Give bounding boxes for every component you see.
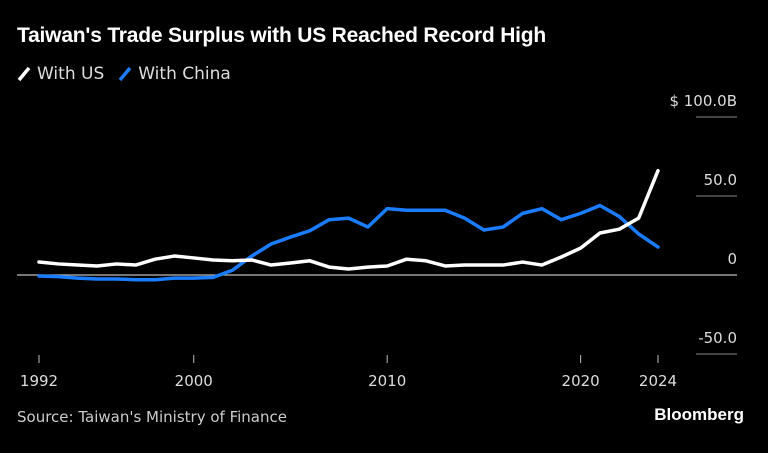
- series-line-china: [37, 203, 660, 282]
- legend-swatch-us: [17, 66, 31, 82]
- legend-label-china: With China: [138, 64, 231, 84]
- legend-label-us: With US: [37, 64, 105, 84]
- legend: With US With China: [17, 64, 231, 84]
- legend-item-china: With China: [118, 64, 231, 84]
- x-tick-label: 1992: [20, 372, 58, 390]
- legend-item-us: With US: [17, 64, 104, 84]
- x-tick-label: 2010: [368, 372, 406, 390]
- x-tick-label: 2000: [175, 372, 213, 390]
- chart-title: Taiwan's Trade Surplus with US Reached R…: [17, 24, 547, 47]
- y-tick-label: -50.0: [698, 329, 737, 347]
- y-tick-label: 50.0: [704, 171, 737, 189]
- brand-logo: Bloomberg: [654, 405, 744, 424]
- series-line-us: [37, 168, 660, 271]
- y-tick-label: $ 100.0B: [669, 92, 737, 110]
- legend-swatch-china: [118, 66, 132, 82]
- x-tick-label: 2020: [562, 372, 600, 390]
- x-tick-label: 2024: [639, 372, 677, 390]
- y-tick-label: 0: [727, 250, 737, 268]
- source-note: Source: Taiwan's Ministry of Finance: [17, 408, 287, 426]
